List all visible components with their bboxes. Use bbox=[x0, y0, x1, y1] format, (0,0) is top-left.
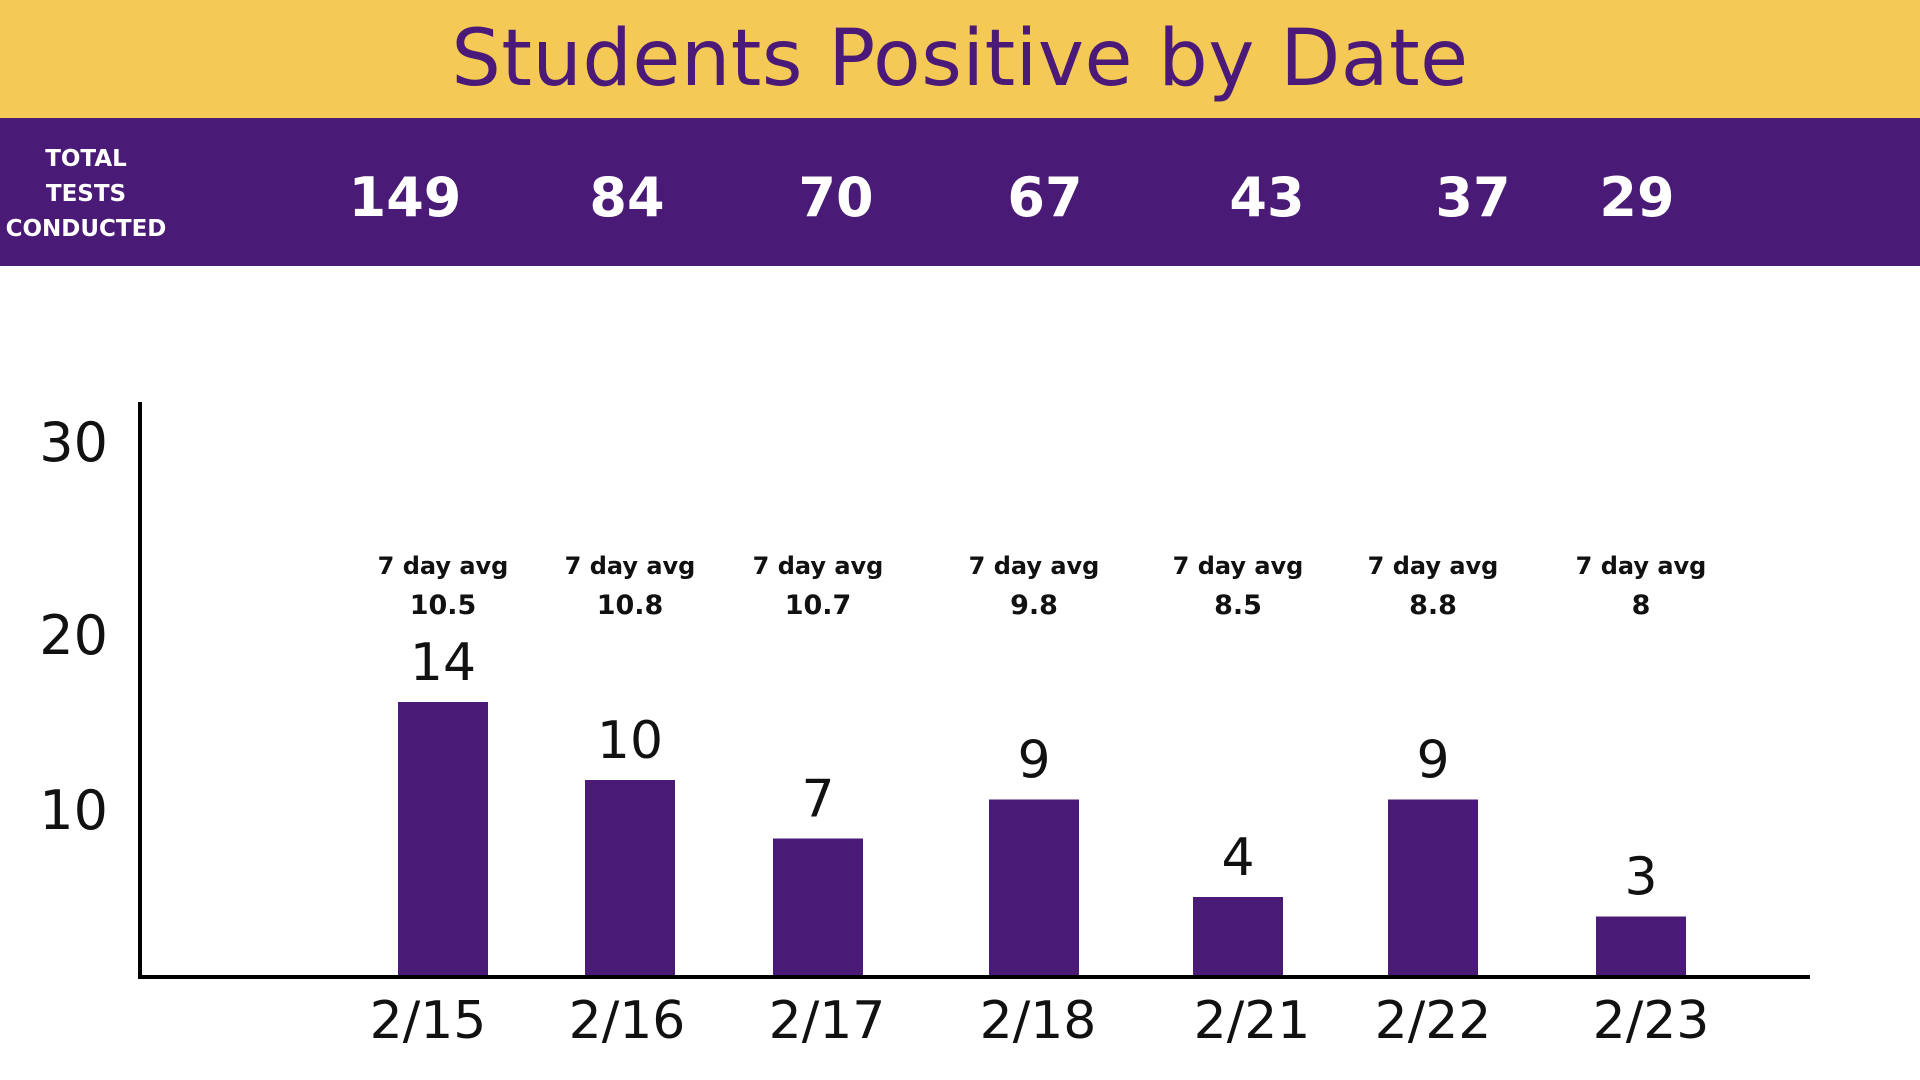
x-category-label: 2/17 bbox=[769, 991, 886, 1051]
test-count-2-21: 43 bbox=[1229, 166, 1305, 229]
bar-value-label: 7 bbox=[801, 770, 834, 830]
test-count-2-15: 149 bbox=[348, 166, 462, 229]
bar-value-label: 9 bbox=[1017, 731, 1050, 791]
y-tick-label: 20 bbox=[39, 604, 108, 667]
test-count-2-16: 84 bbox=[589, 166, 665, 229]
x-category-label: 2/21 bbox=[1194, 991, 1311, 1051]
avg-value-label: 8.5 bbox=[1214, 590, 1262, 621]
title-band: Students Positive by Date bbox=[0, 0, 1920, 118]
chart-title: Students Positive by Date bbox=[451, 14, 1469, 104]
x-category-label: 2/18 bbox=[980, 991, 1097, 1051]
test-count-2-22: 37 bbox=[1435, 166, 1511, 229]
bar bbox=[398, 702, 488, 975]
avg-title-label: 7 day avg bbox=[969, 552, 1100, 580]
tests-conducted-label: TOTAL TESTS CONDUCTED bbox=[0, 142, 172, 247]
avg-value-label: 10.7 bbox=[785, 590, 852, 621]
test-count-2-18: 67 bbox=[1007, 166, 1083, 229]
avg-title-label: 7 day avg bbox=[1576, 552, 1707, 580]
chart-axes bbox=[138, 402, 1810, 979]
bar-value-label: 9 bbox=[1416, 731, 1449, 791]
bar bbox=[1193, 897, 1283, 975]
tests-label-line: TESTS bbox=[45, 181, 127, 207]
y-tick-label: 30 bbox=[39, 411, 108, 474]
avg-title-label: 7 day avg bbox=[378, 552, 509, 580]
bar-chart: 10 20 30 14 7 day avg 10.5 2/15 10 7 day avg 10.… bbox=[39, 402, 1810, 1051]
avg-title-label: 7 day avg bbox=[753, 552, 884, 580]
avg-value-label: 9.8 bbox=[1010, 590, 1058, 621]
bar bbox=[585, 780, 675, 975]
test-count-2-23: 29 bbox=[1599, 166, 1675, 229]
bar-value-label: 10 bbox=[597, 711, 663, 771]
bar bbox=[989, 799, 1079, 975]
bar bbox=[1596, 916, 1686, 975]
bar bbox=[1388, 799, 1478, 975]
avg-title-label: 7 day avg bbox=[1368, 552, 1499, 580]
y-tick-labels: 10 20 30 bbox=[39, 411, 108, 842]
y-tick-label: 10 bbox=[39, 779, 108, 842]
tests-conducted-band: TOTAL TESTS CONDUCTED 149 84 70 67 43 37… bbox=[0, 118, 1920, 266]
avg-value-label: 10.5 bbox=[410, 590, 477, 621]
x-category-label: 2/15 bbox=[370, 991, 487, 1051]
bar-value-label: 14 bbox=[410, 633, 476, 693]
tests-label-line: TOTAL bbox=[45, 146, 127, 172]
bar-value-label: 3 bbox=[1624, 848, 1657, 908]
x-category-label: 2/16 bbox=[569, 991, 686, 1051]
avg-value-label: 8.8 bbox=[1409, 590, 1457, 621]
avg-title-label: 7 day avg bbox=[565, 552, 696, 580]
avg-value-label: 10.8 bbox=[597, 590, 664, 621]
x-category-label: 2/22 bbox=[1375, 991, 1492, 1051]
tests-label-line: CONDUCTED bbox=[5, 216, 167, 242]
avg-value-label: 8 bbox=[1632, 590, 1651, 621]
bar bbox=[773, 838, 863, 975]
avg-title-label: 7 day avg bbox=[1173, 552, 1304, 580]
labels: 14 7 day avg 10.5 2/15 10 7 day avg 10.8 2/16 7 7… bbox=[370, 552, 1710, 1051]
x-category-label: 2/23 bbox=[1593, 991, 1710, 1051]
bars bbox=[398, 702, 1686, 975]
bar-value-label: 4 bbox=[1221, 828, 1254, 888]
test-count-2-17: 70 bbox=[798, 166, 874, 229]
